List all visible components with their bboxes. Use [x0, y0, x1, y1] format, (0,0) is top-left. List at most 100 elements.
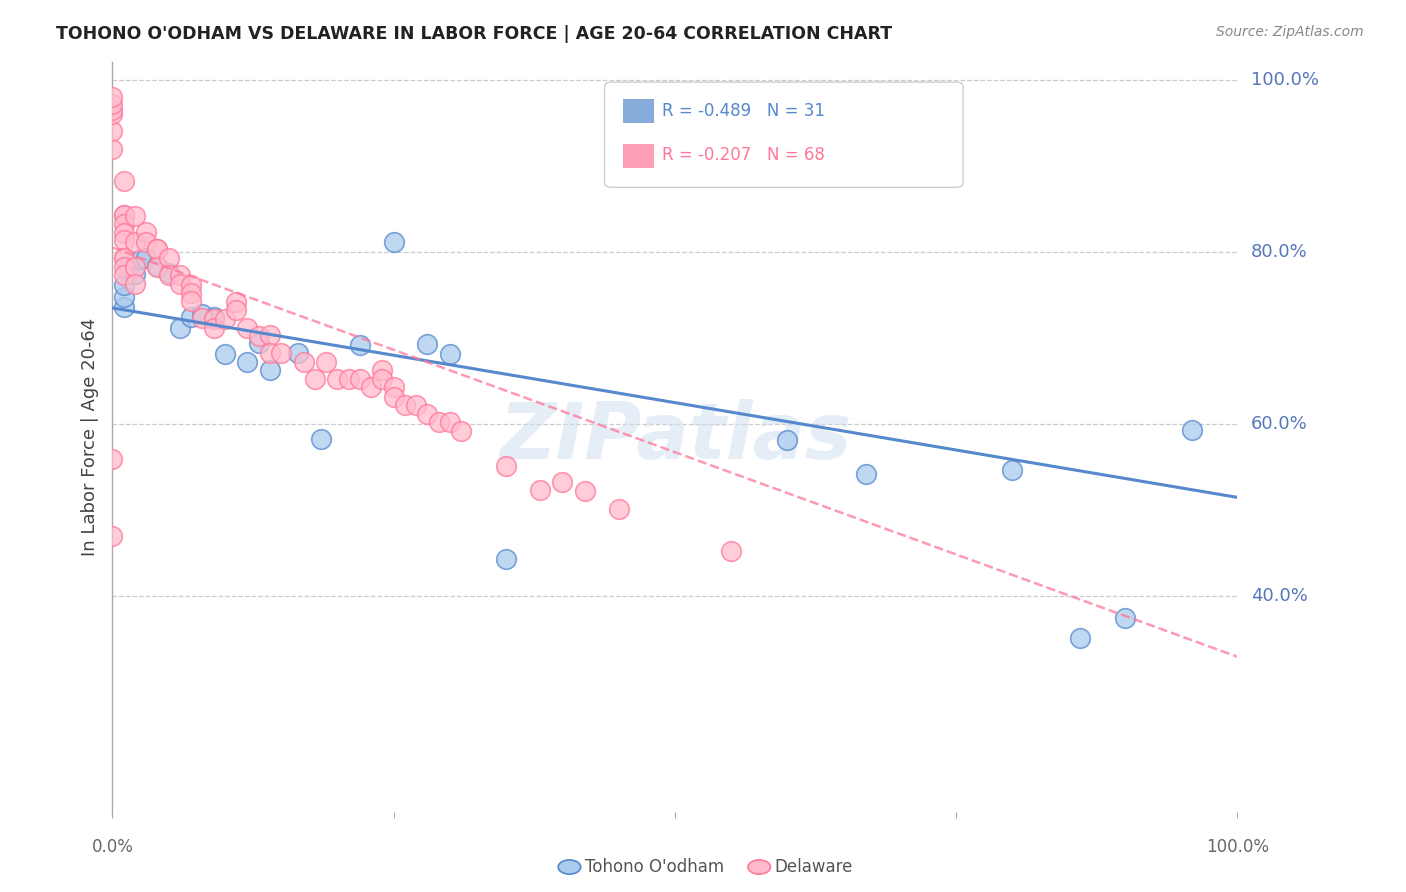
- Point: [1001, 463, 1024, 477]
- Point: [371, 372, 394, 386]
- Point: [112, 233, 135, 247]
- Text: Tohono O'odham: Tohono O'odham: [585, 858, 724, 876]
- Point: [349, 372, 371, 386]
- Point: [180, 310, 202, 325]
- Text: 0.0%: 0.0%: [91, 838, 134, 855]
- Point: [191, 311, 214, 326]
- Point: [382, 390, 405, 404]
- Text: R = -0.207   N = 68: R = -0.207 N = 68: [662, 146, 825, 164]
- Point: [146, 243, 169, 257]
- Point: [382, 380, 405, 394]
- Point: [112, 268, 135, 282]
- Point: [112, 208, 135, 222]
- Text: R = -0.489   N = 31: R = -0.489 N = 31: [662, 102, 825, 120]
- Point: [495, 458, 517, 473]
- Point: [124, 235, 146, 249]
- Point: [180, 286, 202, 301]
- Point: [112, 277, 135, 292]
- Point: [107, 871, 129, 885]
- Text: TOHONO O'ODHAM VS DELAWARE IN LABOR FORCE | AGE 20-64 CORRELATION CHART: TOHONO O'ODHAM VS DELAWARE IN LABOR FORC…: [56, 25, 893, 43]
- Point: [382, 235, 405, 249]
- Point: [1069, 631, 1091, 645]
- Point: [202, 320, 225, 334]
- Point: [112, 260, 135, 275]
- Text: 80.0%: 80.0%: [1251, 243, 1308, 261]
- Point: [1114, 611, 1136, 625]
- Point: [607, 501, 630, 516]
- Point: [360, 380, 382, 394]
- Point: [101, 529, 124, 543]
- Point: [135, 235, 157, 249]
- Point: [214, 312, 236, 326]
- Point: [169, 320, 191, 334]
- Point: [112, 218, 135, 232]
- Point: [427, 416, 450, 430]
- Text: 100.0%: 100.0%: [1251, 70, 1319, 88]
- Point: [236, 355, 259, 369]
- Point: [416, 407, 439, 421]
- Y-axis label: In Labor Force | Age 20-64: In Labor Force | Age 20-64: [80, 318, 98, 557]
- Point: [169, 268, 191, 282]
- Point: [247, 336, 270, 351]
- Text: ZIPatlas: ZIPatlas: [499, 399, 851, 475]
- Point: [1181, 423, 1204, 437]
- Point: [129, 252, 152, 266]
- Point: [529, 483, 551, 498]
- Text: 60.0%: 60.0%: [1251, 415, 1308, 434]
- Point: [720, 543, 742, 558]
- Point: [146, 259, 169, 273]
- Point: [191, 307, 214, 321]
- Point: [180, 277, 202, 292]
- Point: [112, 174, 135, 188]
- Point: [270, 345, 292, 359]
- Point: [101, 142, 124, 156]
- Point: [349, 338, 371, 352]
- Point: [371, 363, 394, 377]
- Point: [202, 312, 225, 326]
- Point: [574, 484, 596, 499]
- Point: [124, 209, 146, 223]
- Point: [315, 355, 337, 369]
- Point: [101, 124, 124, 138]
- Point: [439, 346, 461, 360]
- Point: [124, 277, 146, 291]
- Point: [112, 208, 135, 222]
- Point: [259, 363, 281, 377]
- Point: [225, 303, 247, 318]
- Point: [157, 251, 180, 265]
- Point: [112, 251, 135, 265]
- Point: [855, 467, 877, 482]
- Point: [405, 398, 427, 412]
- Point: [135, 251, 157, 265]
- Point: [180, 293, 202, 308]
- Point: [439, 416, 461, 430]
- Point: [101, 96, 124, 111]
- Point: [146, 243, 169, 257]
- Point: [112, 226, 135, 240]
- Point: [309, 432, 332, 446]
- Point: [394, 398, 416, 412]
- Point: [169, 277, 191, 291]
- Point: [495, 552, 517, 566]
- Point: [101, 451, 124, 466]
- Point: [124, 260, 146, 275]
- Point: [337, 372, 360, 386]
- Point: [157, 266, 180, 280]
- Point: [247, 329, 270, 343]
- Text: 100.0%: 100.0%: [1206, 838, 1268, 855]
- Point: [292, 355, 315, 369]
- Point: [287, 345, 309, 359]
- Point: [551, 475, 574, 489]
- Point: [135, 225, 157, 239]
- Text: Delaware: Delaware: [775, 858, 853, 876]
- Point: [101, 107, 124, 121]
- Point: [259, 328, 281, 343]
- Point: [259, 345, 281, 359]
- Point: [236, 320, 259, 334]
- Point: [326, 372, 349, 386]
- Point: [101, 103, 124, 117]
- Point: [118, 259, 141, 273]
- Point: [146, 260, 169, 275]
- Point: [157, 268, 180, 282]
- Point: [450, 424, 472, 438]
